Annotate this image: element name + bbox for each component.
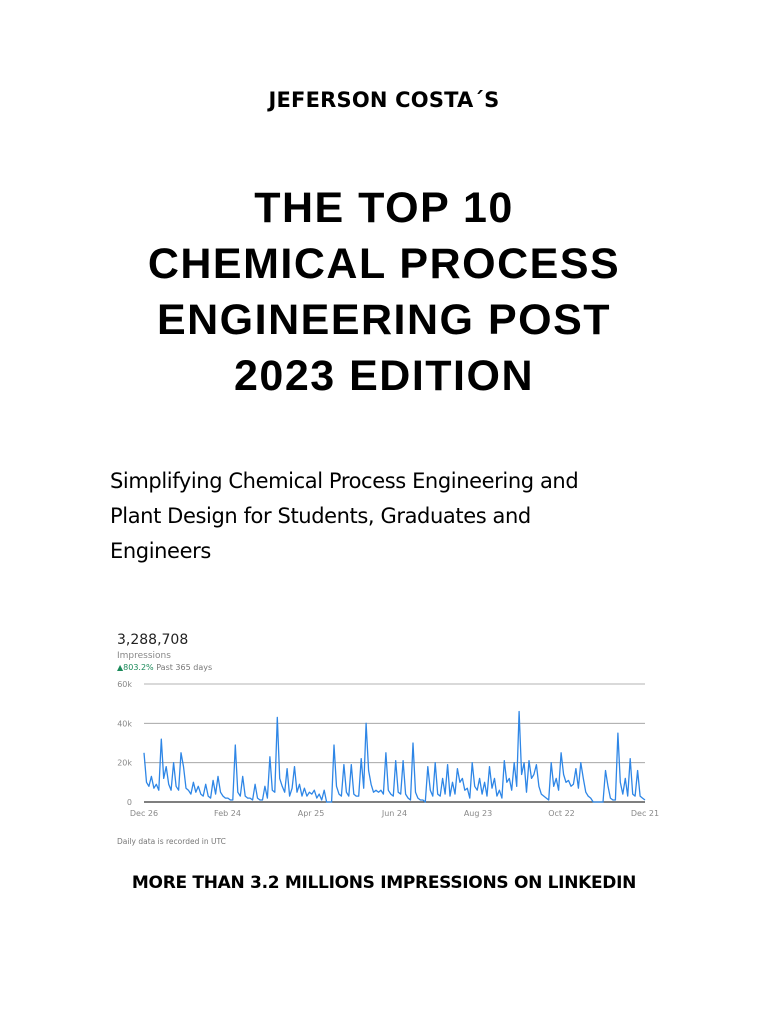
title-line: ENGINEERING POST <box>156 296 612 344</box>
svg-text:Jun 24: Jun 24 <box>381 809 407 818</box>
subtitle-line: Plant Design for Students, Graduates and <box>110 504 531 528</box>
book-title: THE TOP 10 CHEMICAL PROCESS ENGINEERING … <box>0 180 768 404</box>
chart-footnote: Daily data is recorded in UTC <box>117 837 226 846</box>
svg-text:Dec 21: Dec 21 <box>631 809 659 818</box>
svg-text:40k: 40k <box>117 719 132 728</box>
svg-text:Oct 22: Oct 22 <box>548 809 575 818</box>
svg-text:Feb 24: Feb 24 <box>214 809 241 818</box>
svg-text:Apr 25: Apr 25 <box>298 809 325 818</box>
svg-text:0: 0 <box>127 798 132 807</box>
impressions-chart: 3,288,708 Impressions ▲803.2% Past 365 d… <box>110 628 670 858</box>
book-subtitle: Simplifying Chemical Process Engineering… <box>110 464 670 569</box>
impressions-label: Impressions <box>117 651 171 661</box>
line-chart: 0 20k 40k 60k Dec 26 Feb 24 Apr 25 Jun 24 Aug 23… <box>117 680 659 818</box>
title-line: THE TOP 10 <box>254 184 514 232</box>
impressions-change: ▲803.2% Past 365 days <box>117 663 212 672</box>
svg-text:60k: 60k <box>117 680 132 689</box>
tagline: MORE THAN 3.2 MILLIONS IMPRESSIONS ON LI… <box>131 873 637 893</box>
svg-text:20k: 20k <box>117 759 132 768</box>
author-name: JEFERSON COSTA´S <box>268 88 500 112</box>
subtitle-line: Simplifying Chemical Process Engineering… <box>110 469 579 493</box>
svg-text:Aug 23: Aug 23 <box>464 809 492 818</box>
svg-text:Dec 26: Dec 26 <box>130 809 158 818</box>
subtitle-line: Engineers <box>110 539 211 563</box>
change-period: Past 365 days <box>156 663 213 672</box>
change-percent: 803.2% <box>123 663 154 672</box>
up-arrow-icon: ▲ <box>117 663 124 672</box>
title-line: CHEMICAL PROCESS <box>147 240 621 288</box>
impressions-total: 3,288,708 <box>117 632 189 648</box>
title-line: 2023 EDITION <box>234 352 534 400</box>
